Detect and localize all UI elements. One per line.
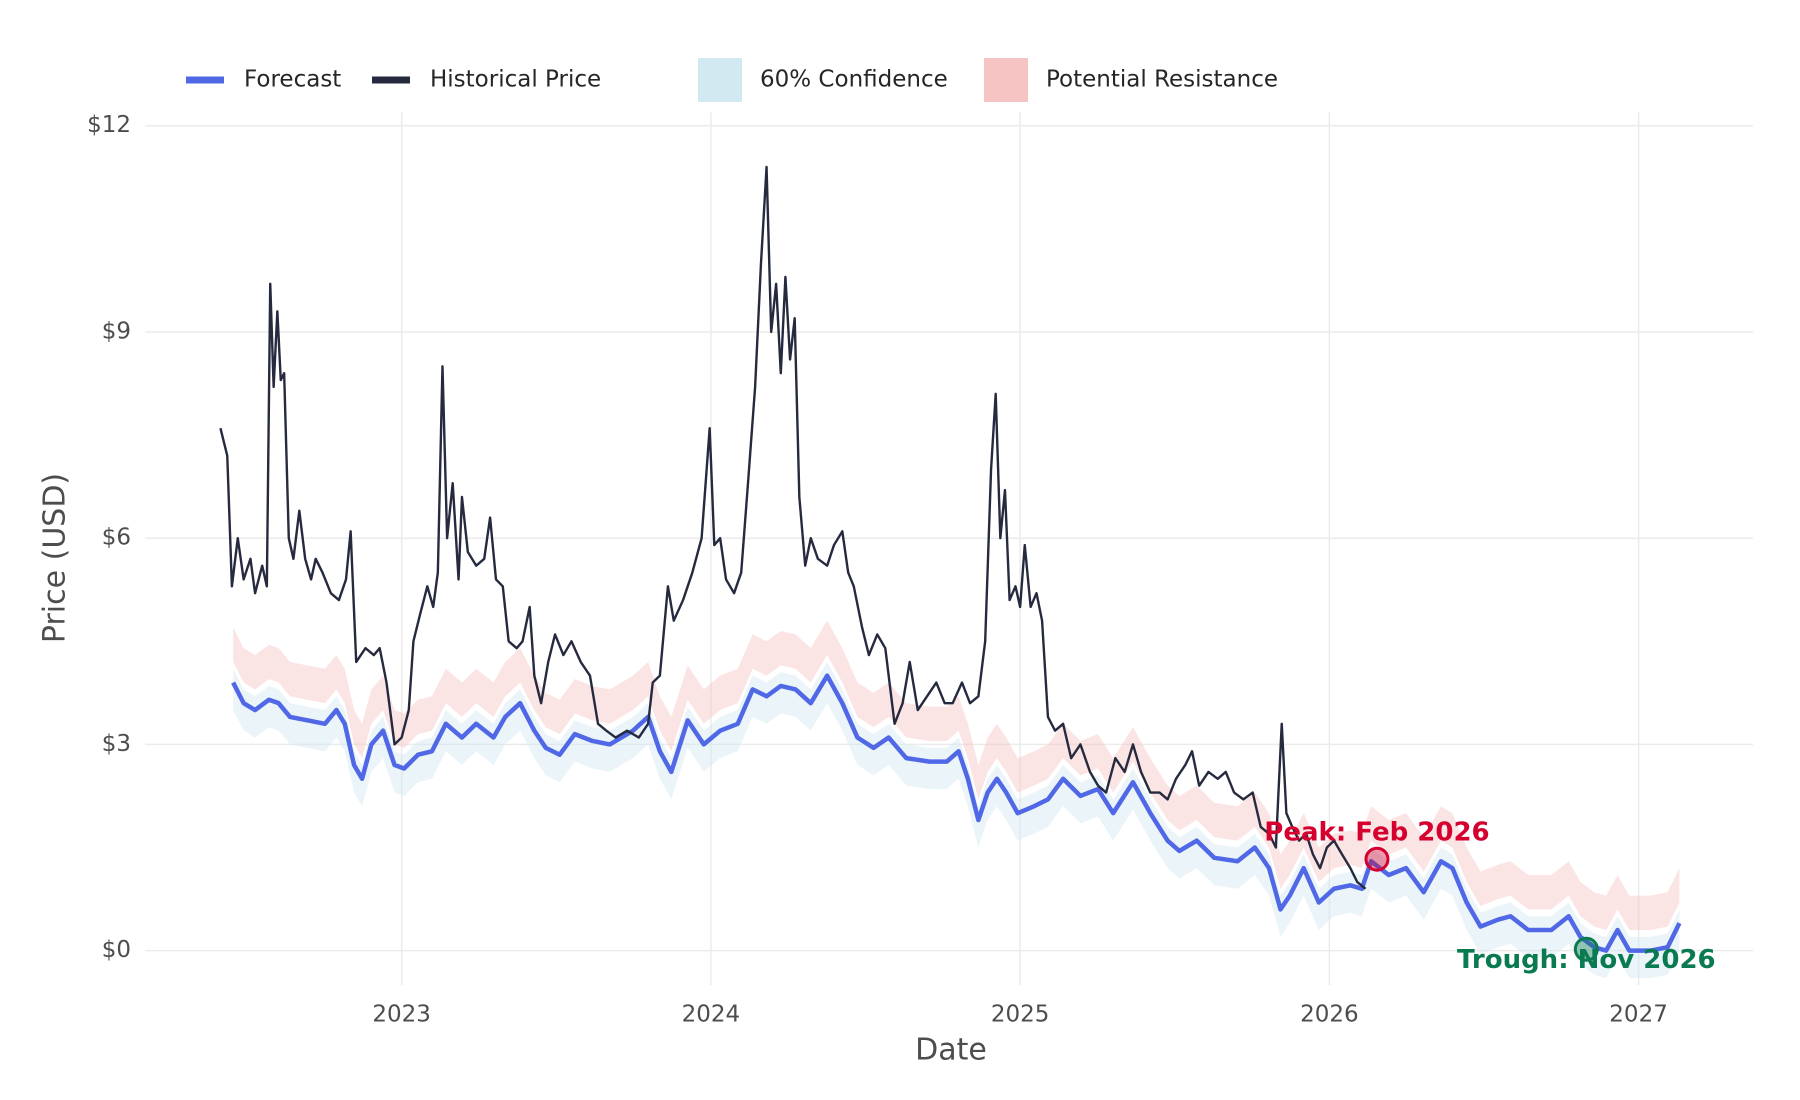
y-tick-label: $6 (102, 525, 131, 551)
x-tick-label: 2024 (682, 1002, 741, 1028)
x-tick-label: 2025 (991, 1002, 1050, 1028)
legend-swatch (984, 58, 1028, 102)
annotation-label: Peak: Feb 2026 (1264, 818, 1489, 848)
y-tick-label: $3 (102, 731, 131, 757)
legend-label: Potential Resistance (1046, 67, 1278, 93)
legend-swatch (698, 58, 742, 102)
y-tick-label: $12 (87, 112, 131, 138)
legend-label: 60% Confidence (760, 67, 948, 93)
x-axis-title: Date (915, 1033, 987, 1068)
annotation-marker (1573, 936, 1599, 962)
annotation-marker (1364, 846, 1390, 872)
legend-label: Forecast (244, 67, 341, 93)
x-tick-label: 2026 (1300, 1002, 1359, 1028)
y-axis-title: Price (USD) (38, 473, 73, 643)
x-tick-label: 2023 (372, 1002, 431, 1028)
legend-label: Historical Price (430, 67, 601, 93)
x-tick-label: 2027 (1609, 1002, 1668, 1028)
y-tick-label: $0 (102, 937, 131, 963)
y-tick-label: $9 (102, 318, 131, 344)
series-line (231, 673, 1682, 953)
annotation-label: Trough: Nov 2026 (1457, 945, 1716, 975)
series-line (219, 165, 1367, 890)
